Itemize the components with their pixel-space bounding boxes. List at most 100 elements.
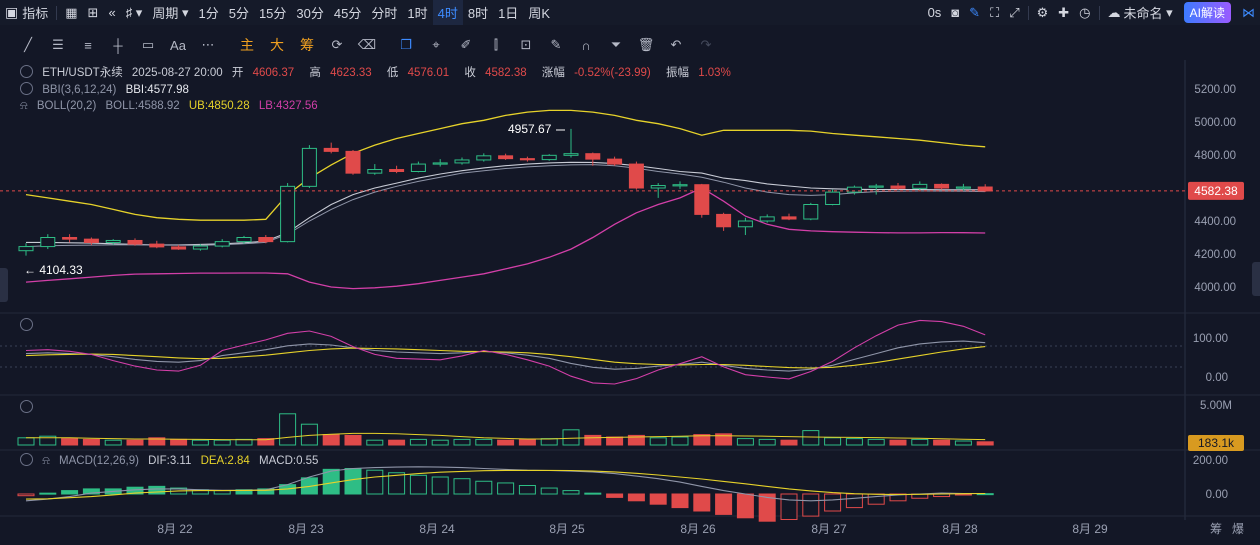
macd-dea-line (25, 469, 986, 500)
cloud-icon: ☁ (1107, 4, 1121, 20)
rectangle-tool-icon[interactable]: ▭ (141, 37, 155, 52)
parallel-tool-icon[interactable]: ☰ (52, 37, 64, 52)
magnet-icon[interactable]: ∩ (581, 37, 591, 53)
divider (56, 5, 58, 20)
collapse-icon[interactable] (20, 453, 33, 466)
time-tick-label: 8月 27 (811, 522, 847, 536)
chips-button[interactable]: 筹 (300, 37, 314, 53)
interval-tab[interactable]: 1日 (498, 6, 519, 21)
macd-histogram-bar (344, 468, 362, 495)
candle-icon[interactable]: ⫿ (493, 37, 499, 52)
channel-tool-icon[interactable]: ≡ (84, 37, 92, 53)
interval-tab[interactable]: 4时 (432, 0, 463, 25)
macd-histogram-bar (61, 490, 79, 495)
volume-bar (802, 430, 820, 446)
expand-icon[interactable]: ⤢ (1009, 4, 1020, 20)
ruler-icon[interactable]: ⌖ (432, 37, 440, 52)
bell-icon[interactable]: ⍾ (20, 100, 28, 112)
macd-histogram-bar (39, 492, 57, 495)
boll-lb-value: LB:4327.56 (258, 100, 318, 112)
volume-bar (540, 438, 558, 446)
volume-bar (191, 439, 209, 446)
time-tick-label: 8月 28 (942, 522, 978, 536)
calendar-icon[interactable]: ▦ (65, 4, 78, 20)
macd-histogram-bar (82, 488, 100, 495)
line-tool-icon[interactable]: ╱ (24, 37, 32, 52)
layout-icon[interactable]: ⊞ (87, 4, 99, 20)
volume-bar (867, 438, 885, 446)
interval-tab[interactable]: 45分 (333, 6, 362, 21)
replay-icon[interactable]: « (108, 5, 116, 20)
collapse-icon[interactable] (20, 318, 33, 331)
ai-analyze-button[interactable]: AI解读 (1183, 2, 1231, 23)
candle-body (18, 246, 34, 252)
macd-histogram-bar (453, 478, 471, 495)
brush-icon[interactable]: ✐ (460, 37, 472, 52)
right-scroll-handle[interactable] (1252, 262, 1260, 296)
lock-icon[interactable]: ⊡ (520, 37, 532, 52)
low-label: 低 (386, 67, 399, 79)
interval-tab[interactable]: 1分 (198, 6, 219, 21)
sync-icon[interactable]: ⟳ (331, 37, 343, 52)
text-tool[interactable]: Aa (170, 37, 186, 53)
more-tools-icon[interactable]: ⋯ (201, 37, 215, 52)
camera-icon[interactable]: ◙ (951, 5, 960, 20)
candle-body (781, 216, 797, 220)
candle-body (868, 185, 884, 188)
indicators-button[interactable]: ▣ 指标 (0, 0, 53, 25)
notes-icon[interactable]: ✚ (1058, 4, 1070, 20)
clock-icon[interactable]: ◷ (1079, 4, 1091, 20)
symbol-label: ETH/USDT永续 (42, 67, 123, 79)
candle-body (541, 154, 557, 161)
volume-bar (39, 435, 57, 446)
horizontal-tool-icon[interactable]: ┼ (113, 37, 123, 53)
period-button[interactable]: 周期 ▾ (152, 4, 189, 22)
layout-name-button[interactable]: ☁ 未命名 ▾ (1107, 4, 1173, 22)
erase-tool-icon[interactable]: ⌫ (357, 37, 377, 52)
candle-body (214, 241, 230, 247)
high-label: 高 (309, 67, 321, 79)
settings-icon[interactable]: ⚙ (1036, 4, 1049, 20)
interval-tab[interactable]: 分时 (371, 6, 398, 21)
topbar-right: 0s ◙ ✎ ⛶ ⤢ ⚙ ✚ ◷ ☁ 未命名 ▾ AI解读 ⋈ (923, 0, 1260, 25)
left-scroll-handle[interactable] (0, 268, 8, 302)
collapse-icon[interactable] (20, 65, 33, 78)
macd-histogram-bar (17, 493, 35, 497)
interval-tab[interactable]: 8时 (467, 6, 489, 21)
interval-tab[interactable]: 1时 (407, 6, 428, 21)
big-order-button[interactable]: 大 (270, 37, 284, 53)
filter-icon[interactable]: ⏷ (610, 37, 622, 52)
share-icon[interactable]: ⋈ (1242, 4, 1255, 20)
interval-tab[interactable]: 周K (528, 6, 550, 21)
redo-icon[interactable]: ↷ (700, 37, 712, 52)
volume-bar (758, 438, 776, 446)
low-value: 4576.01 (407, 67, 450, 79)
macd-histogram-bar (845, 493, 863, 509)
edit-icon[interactable]: ✎ (550, 37, 562, 52)
interval-tab[interactable]: 5分 (228, 6, 249, 21)
chart-type-button[interactable]: ♯ ▾ (125, 4, 143, 20)
main-force-button[interactable]: 主 (240, 37, 254, 53)
collapse-icon[interactable] (20, 82, 33, 95)
divider (1027, 5, 1029, 20)
copy-icon[interactable]: ❐ (400, 37, 412, 52)
fullscreen-icon[interactable]: ⛶ (990, 4, 1000, 20)
candle-body (83, 238, 99, 243)
kdj-legend (20, 318, 39, 332)
interval-tabs: 1分 5分 15分 30分 45分 分时 1时 4时 8时 1日 周K (193, 0, 555, 25)
collapse-icon[interactable] (20, 400, 33, 413)
bbi-value: BBI:4577.98 (125, 84, 189, 96)
dea-value: DEA:2.84 (200, 455, 250, 467)
macd-name: MACD(12,26,9) (59, 455, 139, 467)
trash-icon[interactable]: 🗑 (637, 37, 655, 52)
macd-histogram-bar (518, 485, 536, 495)
macd-histogram-bar (540, 487, 558, 495)
undo-icon[interactable]: ↶ (670, 37, 682, 52)
pen-icon[interactable]: ✎ (969, 4, 981, 20)
interval-tab[interactable]: 30分 (296, 6, 324, 21)
bell-icon[interactable]: ⍾ (42, 455, 50, 467)
candle-body (149, 243, 165, 248)
volume-ma-line (26, 432, 986, 441)
interval-tab[interactable]: 15分 (258, 6, 287, 21)
